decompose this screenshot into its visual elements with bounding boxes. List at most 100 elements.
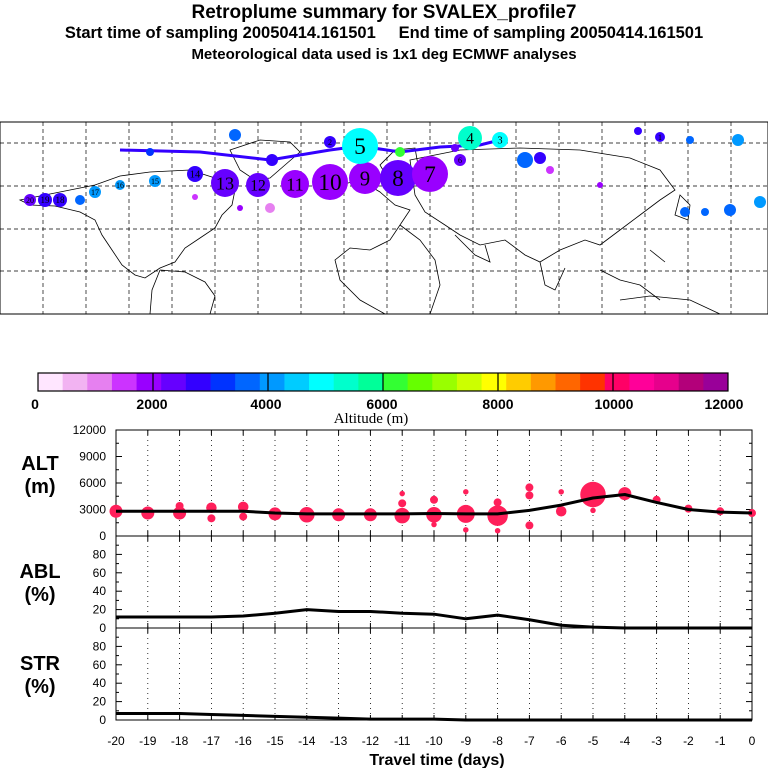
trajectory-cluster-dot — [492, 132, 508, 148]
altitude-bubble — [558, 489, 564, 495]
colorbar-swatch — [580, 373, 606, 391]
y-tick-label: 12000 — [73, 423, 107, 437]
altitude-bubble — [525, 491, 534, 500]
colorbar-swatch — [284, 373, 310, 391]
y-tick-label: 9000 — [79, 450, 106, 464]
colorbar-tick-label: 10000 — [595, 396, 634, 412]
cluster-day-label: 16 — [116, 181, 124, 190]
colorbar-swatch — [383, 373, 409, 391]
cluster-day-label: 9 — [360, 167, 370, 190]
trajectory-cluster-dot — [24, 194, 36, 206]
trajectory-cluster-dot — [187, 166, 203, 182]
cluster-day-label: 5 — [354, 134, 366, 160]
cluster-day-label: 15 — [151, 177, 159, 186]
y-tick-label: 40 — [93, 584, 107, 598]
cluster-day-label: 1 — [658, 133, 662, 142]
colorbar-label: Altitude (m) — [334, 411, 409, 427]
y-tick-label: 80 — [93, 639, 107, 653]
x-tick-label: -8 — [492, 734, 503, 748]
sampling-times: Start time of sampling 20050414.161501 E… — [64, 24, 704, 42]
cluster-day-label: 7 — [424, 162, 436, 188]
x-tick-label: -9 — [460, 734, 471, 748]
colorbar-swatch — [703, 373, 729, 391]
trajectory-cluster-dot — [192, 194, 198, 200]
trajectory-cluster-dot — [281, 170, 309, 198]
trajectory-cluster-dot — [89, 186, 101, 198]
cluster-day-label: 13 — [216, 173, 234, 193]
trajectory-cluster-dot — [412, 156, 448, 192]
trajectory-cluster-dot — [534, 152, 546, 164]
panel-ylabel: STR — [20, 653, 61, 675]
map-frame — [0, 121, 768, 315]
colorbar-swatch — [309, 373, 335, 391]
trajectory-cluster-dot — [349, 162, 381, 194]
panel-abl: 0 20 40 60 80 ABL(%) — [19, 535, 753, 635]
trajectory-cluster-dot — [395, 147, 405, 157]
colorbar-swatch — [506, 373, 532, 391]
altitude-bubble — [398, 499, 407, 508]
altitude-bubble — [494, 527, 501, 534]
cluster-day-label: 6 — [458, 156, 462, 165]
trajectory-cluster-dot — [246, 173, 270, 197]
coastline-islands — [599, 249, 666, 301]
panel-ylabel: (%) — [24, 584, 55, 606]
trajectory-cluster-dot — [75, 195, 85, 205]
trajectory-cluster-dot — [701, 208, 709, 216]
x-tick-label: -3 — [651, 734, 662, 748]
cluster-day-label: 17 — [91, 188, 99, 197]
coastline-south-america — [149, 269, 216, 315]
colorbar-tick-label: 0 — [31, 396, 39, 412]
altitude-bubble — [493, 498, 502, 507]
meteo-source: Meteorological data used is 1x1 deg ECMW… — [191, 46, 577, 63]
y-tick-label: 0 — [99, 713, 106, 727]
altitude-bubble — [525, 521, 534, 530]
time-series-panels: 030006000900012000ALT(m)020406080ABL(%)0… — [19, 423, 756, 748]
colorbar-swatch — [185, 373, 211, 391]
x-tick-label: -11 — [394, 734, 411, 748]
y-tick-label: 0 — [99, 529, 106, 543]
colorbar-swatch — [358, 373, 384, 391]
trajectory-cluster-dot — [454, 154, 466, 166]
trajectory-cluster-dot — [146, 148, 154, 156]
altitude-colorbar: 0 2000 4000 6000 8000 10000 12000 — [31, 372, 744, 412]
trajectory-cluster-dot — [458, 126, 482, 150]
coastline-arabia — [454, 234, 566, 291]
trajectory-cluster-dot — [517, 152, 533, 168]
colorbar-swatch — [87, 373, 113, 391]
x-axis-label: Travel time (days) — [369, 752, 504, 768]
y-tick-label: 3000 — [79, 503, 106, 517]
trajectory-cluster-dot — [680, 207, 690, 217]
cluster-day-label: 14 — [190, 170, 201, 181]
colorbar-swatch — [629, 373, 655, 391]
cluster-day-label: 10 — [318, 170, 341, 196]
colorbar-swatch — [38, 373, 64, 391]
altitude-bubble — [237, 501, 249, 513]
x-tick-label: -14 — [298, 734, 316, 748]
cluster-day-label: 11 — [286, 174, 304, 194]
altitude-bubble — [463, 527, 469, 533]
x-tick-label: -6 — [556, 734, 567, 748]
trajectory-cluster-dot — [686, 136, 694, 144]
colorbar-tick-label: 12000 — [705, 396, 744, 412]
panel-alt: 0 3000 6000 9000 12000 ALT(m) — [21, 423, 756, 543]
trajectory-cluster-dot — [754, 196, 766, 208]
colorbar-swatch — [235, 373, 261, 391]
y-tick-label: 0 — [99, 621, 106, 635]
cluster-day-label: 18 — [55, 195, 65, 205]
x-tick-label: -1 — [715, 734, 726, 748]
trajectory-cluster-dot — [115, 180, 125, 190]
colorbar-swatch — [333, 373, 359, 391]
x-tick-label: -19 — [139, 734, 157, 748]
trajectory-cluster-dot — [342, 128, 378, 164]
colorbar-swatch — [161, 373, 187, 391]
colorbar-swatch — [456, 373, 483, 391]
y-tick-label: 20 — [93, 695, 107, 709]
trajectory-cluster-dot — [597, 182, 603, 188]
altitude-bubble — [399, 490, 405, 497]
colorbar-swatch — [678, 373, 704, 391]
colorbar-swatch — [432, 373, 458, 391]
x-tick-label: -15 — [266, 734, 284, 748]
figure-title: Retroplume summary for SVALEX_profile7 — [191, 2, 577, 23]
altitude-bubble — [580, 481, 606, 508]
